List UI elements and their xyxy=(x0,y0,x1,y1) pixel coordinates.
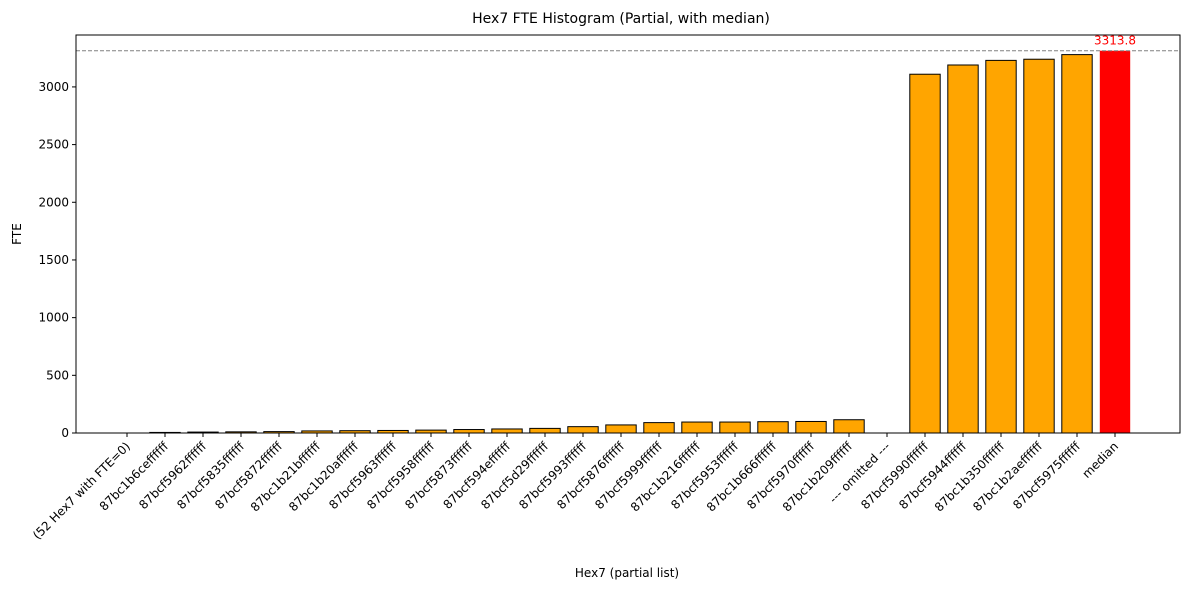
y-tick-label: 0 xyxy=(61,426,69,440)
bar xyxy=(757,421,789,434)
bar xyxy=(453,429,485,434)
bar xyxy=(795,420,827,434)
y-tick-label: 1000 xyxy=(38,311,69,325)
y-axis: 0 500 1000 1500 2000 2500 3000 xyxy=(38,80,76,440)
bars-group xyxy=(149,50,1131,434)
plot-frame xyxy=(75,34,1181,434)
y-tick-label: 3000 xyxy=(38,80,69,94)
y-tick-label: 500 xyxy=(46,368,69,382)
y-axis-label: FTE xyxy=(10,223,24,245)
bar xyxy=(529,427,561,434)
median-bar xyxy=(1099,50,1131,434)
bar xyxy=(1061,54,1093,434)
y-tick-label: 1500 xyxy=(38,253,69,267)
bar xyxy=(491,428,523,434)
bar xyxy=(605,424,637,434)
bar xyxy=(909,73,941,434)
median-label: 3313.8 xyxy=(1094,34,1136,48)
y-tick-label: 2000 xyxy=(38,195,69,209)
x-axis-label: Hex7 (partial list) xyxy=(575,566,679,580)
bar xyxy=(1023,58,1055,434)
bar xyxy=(567,426,599,434)
bar xyxy=(833,419,865,434)
chart-title: Hex7 FTE Histogram (Partial, with median… xyxy=(472,11,770,27)
bar xyxy=(719,421,751,434)
bar xyxy=(681,421,713,434)
y-tick-label: 2500 xyxy=(38,138,69,152)
bar xyxy=(985,59,1017,434)
bar xyxy=(643,422,675,434)
bar xyxy=(947,64,979,434)
